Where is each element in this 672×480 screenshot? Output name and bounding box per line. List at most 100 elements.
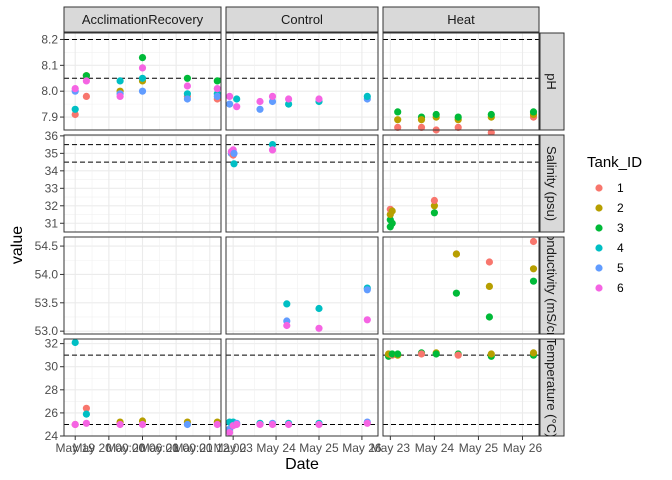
panel-border [225,236,379,335]
data-point-tank-6 [363,316,371,324]
legend-swatch [595,244,603,252]
legend-label: 3 [617,221,624,235]
y-tick-label: 32 [45,199,59,213]
data-point-tank-1 [485,258,493,266]
data-point-tank-5 [183,420,191,429]
x-tick-label: May 23 [371,441,411,455]
points-control-salinity-psu [227,141,277,168]
strip-acclimationrecovery: AcclimationRecovery [63,6,222,33]
data-point-tank-4 [230,160,238,168]
points-heat-ph [394,108,538,137]
panel-background [226,135,378,232]
data-point-tank-6 [268,92,277,100]
panel-background [226,237,378,334]
data-point-tank-5 [256,105,264,113]
data-point-tank-5 [268,97,277,106]
y-axis-title: value [9,226,26,264]
strip-salinity-psu: Salinity (psu) [539,134,565,233]
data-point-tank-4 [71,105,79,113]
data-point-tank-3 [454,113,462,121]
panel-heat-conductivity-ms-cm [382,236,540,335]
y-tick-label: 31 [45,216,59,230]
legend-swatch [595,184,603,192]
panel-background [226,339,378,436]
strip-label: Control [281,12,323,27]
data-point-tank-6 [285,95,293,103]
data-point-tank-4 [315,304,323,313]
panel-border [225,338,379,437]
y-tick-label: 28 [45,383,59,397]
data-point-tank-5 [226,100,234,108]
strip-label: pH [544,73,559,90]
x-tick-label: May 24 [415,441,455,455]
y-tick-label: 24 [45,429,59,443]
strip-background [63,6,222,33]
points-control-conductivity-ms-cm [283,284,371,332]
points-heat-conductivity-ms-cm [452,237,538,321]
data-point-tank-2 [487,350,495,358]
data-point-tank-4 [82,410,90,418]
panel-border [382,134,540,233]
strip-label: Temperature (°C) [544,338,559,438]
data-point-tank-6 [138,420,147,429]
x-tick-label: May 26 [342,441,382,455]
data-point-tank-6 [71,420,79,429]
data-point-tank-1 [454,123,462,131]
panel-heat-temperature-c [382,338,540,437]
data-point-tank-2 [388,207,396,215]
data-point-tank-6 [256,97,264,106]
data-point-tank-1 [71,110,79,119]
data-point-tank-1 [430,196,438,205]
x-tick-label: May 23 [213,441,253,455]
x-tick-label: May 19 [56,441,96,455]
data-point-tank-3 [430,209,438,217]
panel-border [382,32,540,131]
panel-border [382,236,540,335]
data-point-tank-6 [138,64,147,72]
data-point-tank-6 [71,85,79,93]
data-point-tank-6 [213,420,221,429]
legend-item-3: 3 [590,219,624,237]
legend-title: Tank_ID [587,154,642,171]
y-tick-label: 33 [45,181,59,195]
panel-border [225,32,379,131]
data-point-tank-2 [394,116,402,124]
strip-label: Salinity (psu) [544,146,559,221]
strip-control: Control [225,6,379,33]
y-tick-label: 54.0 [35,267,59,281]
points-heat-salinity-psu [386,196,438,231]
y-tick-label: 30 [45,360,59,374]
data-point-tank-5 [363,286,371,294]
legend-item-4: 4 [590,239,624,257]
panel-control-conductivity-ms-cm [225,236,379,335]
data-point-tank-6 [315,420,323,429]
legend-item-2: 2 [590,199,624,217]
panel-border [63,236,222,335]
panel-background [383,135,539,232]
panel-border [225,134,379,233]
data-point-tank-6 [82,419,90,427]
data-point-tank-4 [138,74,147,82]
legend-label: 5 [617,261,624,275]
data-point-tank-6 [213,85,221,93]
legend-item-1: 1 [590,179,624,197]
data-point-tank-3 [183,74,191,82]
panel-heat-salinity-psu [382,134,540,233]
data-point-tank-6 [226,428,234,437]
y-tick-label: 36 [45,129,59,143]
data-point-tank-2 [485,282,493,290]
y-tick-label: 35 [45,146,59,160]
panel-acclimationrecovery-temperature-c [63,338,222,437]
legend-label: 6 [617,281,624,295]
data-point-tank-1 [487,129,495,137]
data-point-tank-1 [82,92,90,100]
data-point-tank-6 [116,92,124,100]
data-point-tank-6 [283,321,291,330]
data-point-tank-6 [315,95,323,103]
facet-panels [63,32,540,437]
data-point-tank-2 [529,265,538,273]
data-point-tank-6 [315,324,323,332]
y-tick-label: 7.9 [41,110,58,124]
panel-border [63,134,222,233]
data-point-tank-4 [183,90,191,98]
